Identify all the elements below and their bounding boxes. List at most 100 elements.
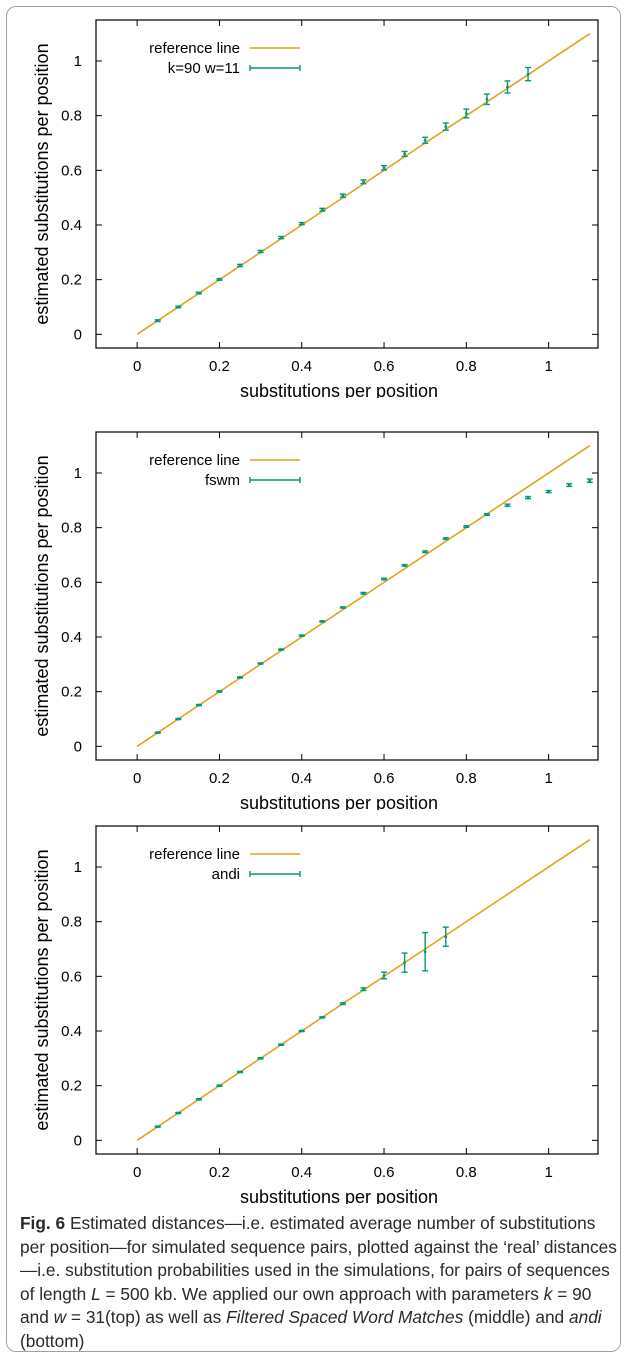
data-point: [237, 676, 244, 679]
data-point: [195, 291, 202, 295]
data-point: [175, 717, 182, 721]
point-marker: [176, 1111, 180, 1115]
y-axis-label: estimated substitutions per position: [32, 455, 52, 736]
point-marker: [444, 537, 448, 540]
y-tick-label: 0.6: [61, 574, 82, 591]
point-marker: [341, 606, 345, 609]
data-point: [422, 136, 429, 144]
data-point: [483, 93, 490, 106]
x-tick-label: 0: [133, 770, 141, 787]
x-tick-label: 0.2: [209, 358, 230, 375]
x-tick-label: 0.8: [456, 358, 477, 375]
data-point: [195, 703, 202, 707]
x-tick-label: 0.6: [374, 358, 395, 375]
point-marker: [259, 662, 262, 665]
data-point: [504, 80, 511, 94]
point-marker: [238, 1070, 242, 1074]
y-tick-label: 0: [74, 326, 82, 343]
data-point: [463, 108, 470, 119]
reference-line: [136, 445, 591, 747]
data-point: [154, 731, 161, 735]
point-marker: [156, 731, 160, 735]
point-marker: [238, 676, 242, 679]
point-marker: [362, 987, 365, 991]
y-tick-label: 0.6: [61, 968, 82, 985]
data-point: [175, 305, 182, 309]
data-point: [463, 525, 470, 529]
data-point: [566, 482, 573, 488]
plot-border: [95, 431, 599, 761]
data-point: [525, 66, 532, 82]
data-point: [278, 1043, 285, 1047]
point-marker: [341, 1002, 345, 1006]
legend-label-reference: reference line: [149, 40, 240, 57]
y-axis-label: estimated substitutions per position: [32, 43, 52, 324]
x-axis-label: substitutions per position: [240, 793, 438, 810]
data-point: [525, 495, 532, 500]
caption-text-2: = 500 kb. We applied our own approach wi…: [100, 1283, 544, 1304]
caption-var-k: k: [543, 1283, 553, 1304]
x-tick-label: 1: [544, 358, 552, 375]
y-tick-label: 0.4: [61, 217, 82, 234]
data-point: [360, 987, 367, 992]
y-tick-label: 0: [74, 738, 82, 755]
plot-border: [95, 19, 599, 349]
data-point: [545, 489, 552, 494]
data-point: [422, 550, 429, 554]
y-tick-label: 0: [74, 1132, 82, 1149]
chart-middle: 0 0.2 0.4 0.6 0.8 1 0 0.2 0.4 0.6 0.8 1 substitution…: [32, 431, 599, 810]
x-tick-label: 0.8: [456, 770, 477, 787]
x-axis-label: substitutions per position: [240, 381, 438, 398]
caption-text-4: = 31(top) as well as: [66, 1307, 227, 1328]
point-marker: [320, 620, 324, 623]
point-marker: [423, 550, 427, 554]
point-marker: [485, 513, 489, 516]
point-marker: [547, 490, 551, 493]
data-point: [278, 648, 285, 651]
plot-border: [95, 825, 599, 1155]
caption-text-3: = 90 and: [20, 1283, 592, 1328]
point-marker: [403, 563, 407, 567]
data-point: [339, 1002, 346, 1006]
data-point: [216, 689, 223, 693]
point-marker: [362, 180, 365, 184]
figure-caption: Fig. 6 Estimated distances—i.e. estimate…: [20, 1212, 618, 1354]
x-axis-label: substitutions per position: [240, 1187, 438, 1204]
point-marker: [320, 208, 324, 212]
y-tick-label: 0.2: [61, 684, 82, 701]
y-tick-label: 1: [74, 859, 82, 876]
y-tick-label: 1: [74, 53, 82, 70]
data-point: [257, 1056, 264, 1060]
data-point: [442, 537, 449, 541]
figure-frame: [6, 6, 621, 1352]
x-tick-label: 0: [133, 1164, 141, 1181]
point-marker: [403, 152, 407, 156]
x-tick-label: 1: [544, 770, 552, 787]
y-tick-label: 0.6: [61, 162, 82, 179]
point-marker: [176, 305, 180, 309]
point-marker: [279, 1043, 283, 1047]
point-marker: [176, 717, 180, 721]
y-axis-label: estimated substitutions per position: [32, 849, 52, 1130]
data-point: [401, 563, 408, 567]
data-point: [422, 931, 429, 972]
data-point: [298, 634, 305, 638]
data-point: [442, 122, 449, 131]
point-marker: [300, 634, 304, 638]
point-marker: [382, 166, 386, 170]
point-marker: [279, 236, 283, 239]
point-marker: [197, 291, 201, 295]
legend-label-reference: reference line: [149, 452, 240, 469]
legend-label-reference: reference line: [149, 846, 240, 863]
data-point: [298, 221, 305, 226]
x-tick-label: 0.2: [209, 1164, 230, 1181]
point-marker: [423, 138, 427, 142]
point-marker: [362, 591, 365, 595]
data-point: [319, 207, 326, 212]
point-marker: [382, 974, 386, 977]
data-point: [319, 1015, 326, 1019]
point-marker: [567, 483, 571, 487]
y-tick-label: 1: [74, 465, 82, 482]
point-marker: [588, 479, 592, 483]
caption-text-6: (bottom): [20, 1330, 85, 1351]
